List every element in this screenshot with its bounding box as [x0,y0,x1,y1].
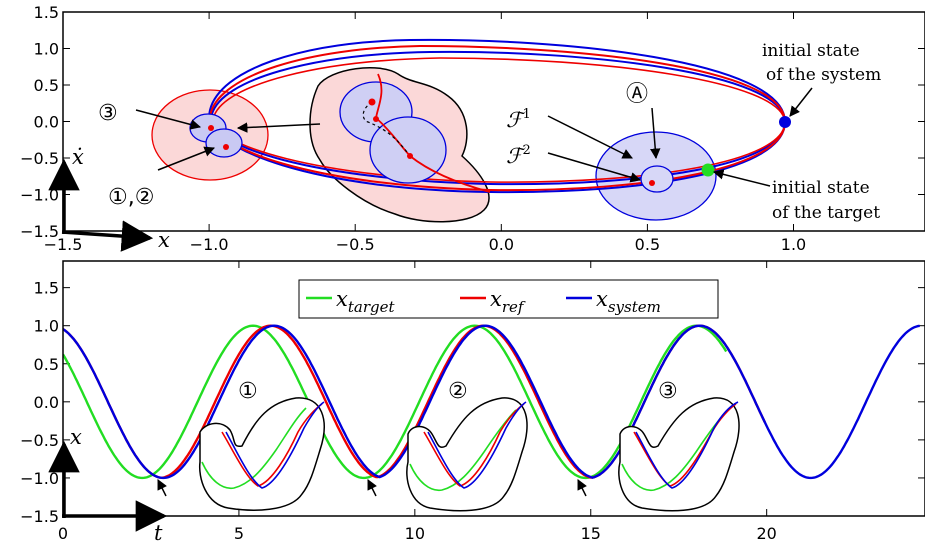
phase-xtick-label: −1.5 [44,235,83,254]
legend-label-ref: xref [490,287,526,316]
label-F2: ℱ2 [506,143,531,168]
legend-label-system: xsystem [596,287,661,316]
label-marker-3: ③ [98,101,118,126]
phase-ytick-label: 0.0 [34,113,59,132]
phase-ytick-label: −1.0 [20,186,59,205]
blue-set-A-inner [640,165,674,193]
time-panel: 0 5 10 15 20 −1.5 −1.0 −0.5 0.0 0.5 1.0 1.5 [20,260,925,545]
arrow-system-initial [789,87,813,117]
inset-3 [618,397,740,512]
inset-point-1 [368,98,376,106]
arrow-inset [236,122,321,133]
label-system-initial-2: of the system [766,65,881,85]
arrow-F1 [547,115,633,159]
system-orbit-outer [208,38,787,194]
inset-1-green [201,407,307,489]
inset-2-red [423,403,525,487]
label-target-initial-2: of the target [772,203,880,223]
system-initial-point [779,116,791,128]
phase-ytick-label: 0.5 [34,76,59,95]
inset-1-red [221,403,323,487]
phase-plot-area [151,38,791,223]
inset-1 [198,397,325,511]
arrow-inset-3 [577,479,587,497]
label-inset-1: ① [238,379,258,404]
label-target-initial-1: initial state [772,178,870,198]
phase-panel: −1.5 −1.0 −0.5 0.0 0.5 1.0 −1.5 −1.0 −0.5 0.0 0.5 1… [20,3,925,254]
phase-frame [62,11,925,232]
arrow-inset-2 [367,479,377,497]
inset-point-2 [373,116,379,122]
phase-ticks: −1.5 −1.0 −0.5 0.0 0.5 1.0 −1.5 −1.0 −0.5 0.0 0.5 1… [20,3,925,254]
label-inset-2: ② [448,379,468,404]
phase-x-arrow [61,220,154,252]
inset-1-blob [198,397,325,511]
inset-2-green [409,409,517,491]
time-ytick-label: −0.5 [20,431,59,450]
A-point [649,180,655,186]
phase-ytick-label: −0.5 [20,149,59,168]
inset-blue-2 [369,116,447,184]
arrow-F2 [547,152,642,183]
phase-ytick-label: 1.0 [34,40,59,59]
inset-3-green [621,409,729,491]
legend-label-target: xtarget [336,287,395,316]
blue-set-left-2 [205,128,243,158]
inset-dotted-path [362,101,411,157]
left-point-2 [223,144,229,150]
time-xtick-label: 0 [58,524,68,543]
inset-3-blob [618,397,740,512]
phase-xtick-label: −1.0 [190,235,229,254]
label-inset-3: ③ [658,379,678,404]
time-plot-area [63,324,920,512]
arrow-inset-1 [157,479,167,497]
label-marker-A: Ⓐ [626,82,648,107]
arrow-A [650,107,661,160]
phase-xtick-label: 0.5 [635,235,660,254]
label-F1: ℱ1 [506,107,531,132]
time-ytick-label: −1.0 [20,469,59,488]
time-frame [62,260,925,517]
label-system-initial-1: initial state [762,41,860,61]
phase-xtick-label: −0.5 [336,235,375,254]
inset-3-blue [635,401,739,489]
legend-frame [298,279,719,319]
inset-3-red [633,403,737,487]
phase-ytick-label: −1.5 [20,222,59,241]
time-xtick-label: 20 [756,524,776,543]
arrow-target-initial [712,169,771,187]
time-xtick-label: 5 [234,524,244,543]
series-x-target [63,324,728,480]
time-xtick-label: 15 [581,524,601,543]
inset-2-blue [427,401,527,489]
time-ytick-label: −1.5 [20,507,59,526]
arrow-12 [157,146,215,171]
time-xlabel: t [154,521,163,545]
time-ytick-label: 0.5 [34,355,59,374]
inset-point-3 [407,153,413,159]
time-ytick-label: 1.5 [34,279,59,298]
inset-1-blue [225,401,325,489]
time-ytick-label: 0.0 [34,393,59,412]
phase-xtick-label: 1.0 [781,235,806,254]
inset-2-blob [406,397,528,512]
time-ytick-label: 1.0 [34,317,59,336]
phase-xtick-label: 0.0 [489,235,514,254]
phase-ylabel: ẋ [72,145,84,169]
ref-orbit [209,44,787,192]
left-point-1 [208,125,214,131]
inset-2 [406,397,528,512]
phase-ytick-label: 1.5 [34,3,59,22]
label-marker-12: ①,② [108,185,154,210]
arrow-3 [135,109,202,130]
time-ylabel: x [70,425,82,449]
legend: xtarget xref xsystem [298,279,719,319]
time-ticks: 0 5 10 15 20 −1.5 −1.0 −0.5 0.0 0.5 1.0 1.5 [20,261,925,543]
target-initial-point [701,163,715,177]
phase-xlabel: x [158,228,170,252]
time-xtick-label: 10 [405,524,425,543]
